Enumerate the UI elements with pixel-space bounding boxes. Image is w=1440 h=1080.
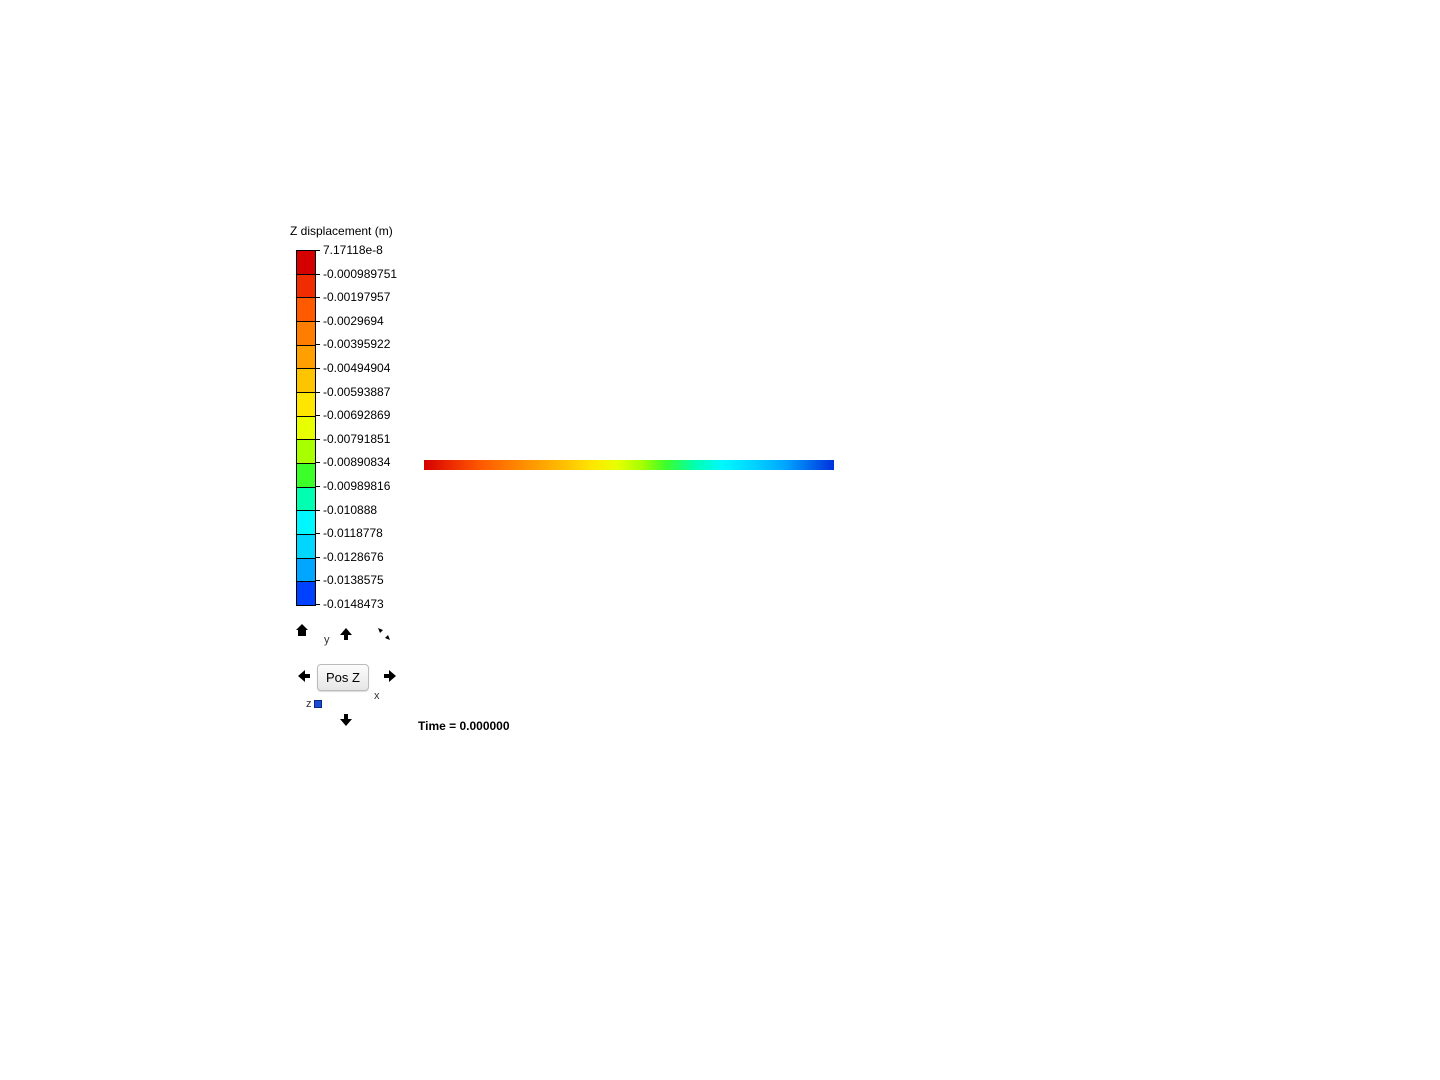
legend-tick [315,344,320,345]
legend-tick [315,321,320,322]
nav-home-button[interactable] [294,622,310,638]
legend-segment [297,368,315,392]
legend-tick [315,392,320,393]
legend-colorbar [296,250,316,606]
time-label: Time = 0.000000 [418,719,510,733]
legend-tick [315,250,320,251]
legend-tick [315,462,320,463]
result-beam-gradient [424,460,834,470]
legend-tick-label: -0.0029694 [323,314,384,328]
legend-segment [297,321,315,345]
nav-view-button[interactable]: Pos Z [317,664,369,691]
legend-tick [315,557,320,558]
nav-left-button[interactable] [296,668,312,684]
legend-tick-label: 7.17118e-8 [323,243,383,257]
legend-tick [315,486,320,487]
legend-tick-label: -0.00197957 [323,290,390,304]
legend-tick [315,604,320,605]
legend-tick [315,415,320,416]
nav-down-button[interactable] [338,712,354,728]
legend-segment [297,251,315,274]
legend-tick [315,368,320,369]
legend-segment [297,297,315,321]
legend-tick [315,533,320,534]
nav-right-button[interactable] [382,668,398,684]
legend-tick-label: -0.00494904 [323,361,390,375]
legend-tick-label: -0.00593887 [323,385,390,399]
nav-rotate-button[interactable] [374,624,394,644]
legend-tick [315,510,320,511]
legend-tick-label: -0.000989751 [323,267,397,281]
legend-tick-label: -0.0128676 [323,550,384,564]
legend-tick-label: -0.0138575 [323,573,384,587]
legend-tick-label: -0.00791851 [323,432,390,446]
legend-tick-label: -0.00989816 [323,479,390,493]
legend-segment [297,274,315,298]
axis-y-label: y [324,634,330,646]
legend-tick-label: -0.010888 [323,503,377,517]
legend-tick-label: -0.0118778 [323,526,383,540]
legend-segment [297,392,315,416]
legend-segment [297,416,315,440]
legend-segment [297,510,315,534]
axis-z-dot-icon [314,700,322,708]
legend-tick-label: -0.00395922 [323,337,390,351]
legend-segment [297,345,315,369]
legend-segment [297,534,315,558]
legend-segment [297,463,315,487]
legend-tick [315,439,320,440]
legend-tick [315,274,320,275]
legend-tick [315,580,320,581]
axis-z-label: z [306,698,312,710]
legend-tick-label: -0.0148473 [323,597,384,611]
legend-tick-label: -0.00890834 [323,455,390,469]
legend-tick [315,297,320,298]
axis-x-label: x [374,690,380,702]
legend-tick-label: -0.00692869 [323,408,390,422]
legend-title: Z displacement (m) [290,224,393,238]
legend-segment [297,558,315,582]
legend-segment [297,487,315,511]
view-nav-widget: Pos Z y x z [292,620,402,732]
legend-segment [297,581,315,605]
legend-segment [297,439,315,463]
result-beam [424,460,834,470]
nav-up-button[interactable] [338,626,354,642]
